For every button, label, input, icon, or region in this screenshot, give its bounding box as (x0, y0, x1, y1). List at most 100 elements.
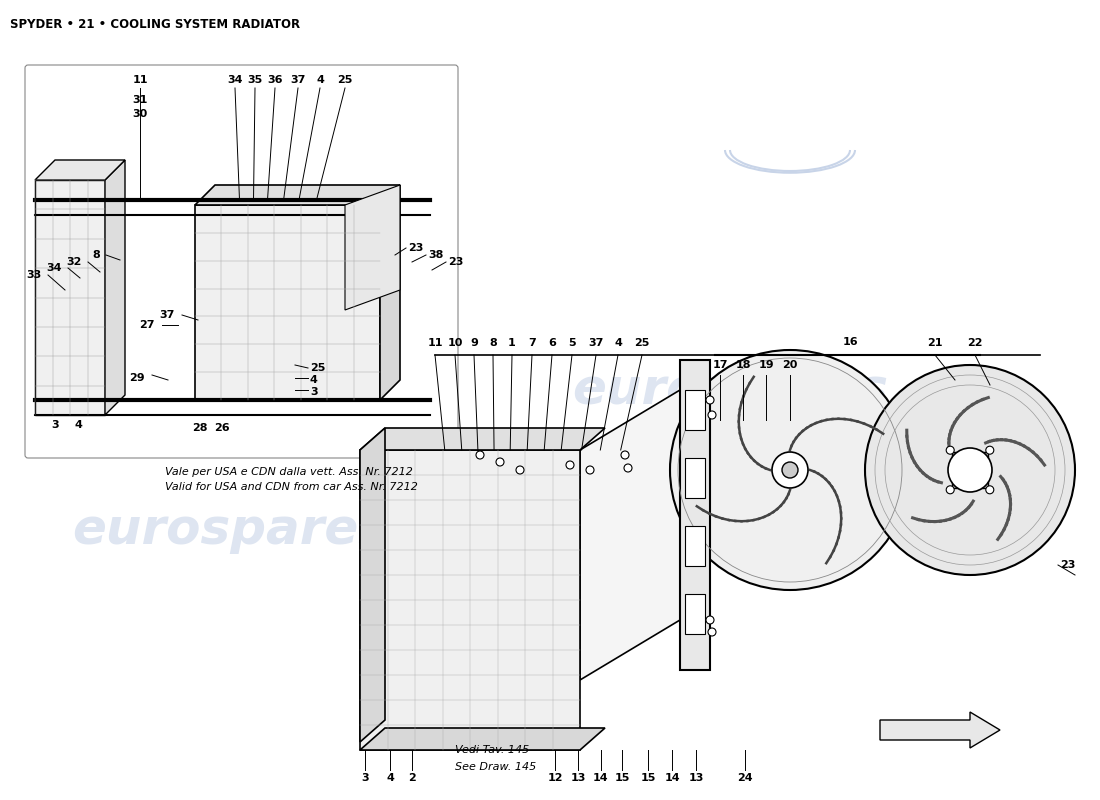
Text: 27: 27 (140, 320, 155, 330)
Polygon shape (195, 185, 400, 205)
Text: 7: 7 (528, 338, 536, 348)
Text: 25: 25 (338, 75, 353, 85)
Polygon shape (35, 160, 125, 180)
Text: 11: 11 (132, 75, 147, 85)
Text: 1: 1 (508, 338, 516, 348)
Text: 35: 35 (248, 75, 263, 85)
Text: See Draw. 145: See Draw. 145 (455, 762, 537, 772)
Circle shape (708, 628, 716, 636)
Text: Valid for USA and CDN from car Ass. Nr. 7212: Valid for USA and CDN from car Ass. Nr. … (165, 482, 418, 492)
Circle shape (624, 464, 632, 472)
Circle shape (986, 486, 993, 494)
Text: 5: 5 (569, 338, 575, 348)
Text: 37: 37 (588, 338, 604, 348)
Bar (952, 452, 988, 488)
Text: 3: 3 (52, 420, 58, 430)
Polygon shape (360, 428, 605, 450)
Text: 31: 31 (132, 95, 147, 105)
Text: 6: 6 (548, 338, 556, 348)
Text: 21: 21 (927, 338, 943, 348)
Text: 9: 9 (470, 338, 477, 348)
Text: 14: 14 (664, 773, 680, 783)
Text: 23: 23 (408, 243, 424, 253)
Circle shape (986, 446, 993, 454)
Text: 33: 33 (26, 270, 42, 280)
Text: 4: 4 (614, 338, 622, 348)
Text: 37: 37 (290, 75, 306, 85)
Polygon shape (104, 160, 125, 415)
Polygon shape (195, 205, 380, 400)
Polygon shape (360, 728, 605, 750)
Text: 25: 25 (310, 363, 326, 373)
Bar (685, 390, 705, 430)
Text: 28: 28 (192, 423, 208, 433)
Text: 15: 15 (640, 773, 656, 783)
Circle shape (496, 458, 504, 466)
Text: 4: 4 (386, 773, 394, 783)
Text: 8: 8 (92, 250, 100, 260)
Text: Vedi Tav. 145: Vedi Tav. 145 (455, 745, 529, 755)
Circle shape (706, 616, 714, 624)
Circle shape (476, 451, 484, 459)
Text: eurospares: eurospares (72, 506, 388, 554)
Text: 14: 14 (593, 773, 608, 783)
Polygon shape (345, 185, 400, 310)
FancyBboxPatch shape (25, 65, 458, 458)
Circle shape (946, 486, 954, 494)
Circle shape (670, 350, 910, 590)
Text: 38: 38 (428, 250, 443, 260)
Text: 24: 24 (737, 773, 752, 783)
Text: 2: 2 (408, 773, 416, 783)
Text: eurospares: eurospares (572, 366, 888, 414)
Text: 34: 34 (46, 263, 62, 273)
Text: 23: 23 (1060, 560, 1076, 570)
Circle shape (708, 411, 716, 419)
Bar (685, 458, 705, 498)
Text: 13: 13 (570, 773, 585, 783)
Text: 37: 37 (160, 310, 175, 320)
Text: 19: 19 (758, 360, 773, 370)
Text: 20: 20 (782, 360, 797, 370)
Bar (685, 526, 705, 566)
Polygon shape (360, 450, 580, 750)
Text: 17: 17 (713, 360, 728, 370)
Circle shape (946, 446, 954, 454)
Polygon shape (360, 428, 385, 742)
Circle shape (865, 365, 1075, 575)
Text: 3: 3 (310, 387, 318, 397)
Text: 8: 8 (490, 338, 497, 348)
Text: SPYDER • 21 • COOLING SYSTEM RADIATOR: SPYDER • 21 • COOLING SYSTEM RADIATOR (10, 18, 300, 31)
Text: Vale per USA e CDN dalla vett. Ass. Nr. 7212: Vale per USA e CDN dalla vett. Ass. Nr. … (165, 467, 412, 477)
Text: 26: 26 (214, 423, 230, 433)
Circle shape (706, 396, 714, 404)
Text: 25: 25 (635, 338, 650, 348)
Circle shape (586, 466, 594, 474)
Text: 15: 15 (614, 773, 629, 783)
Text: 36: 36 (267, 75, 283, 85)
Text: 16: 16 (843, 337, 858, 347)
Text: 4: 4 (316, 75, 323, 85)
Text: 4: 4 (74, 420, 81, 430)
Polygon shape (580, 390, 680, 680)
Text: 23: 23 (448, 257, 463, 267)
Text: 12: 12 (548, 773, 563, 783)
Text: 30: 30 (132, 109, 147, 119)
Bar (685, 594, 705, 634)
Polygon shape (880, 712, 1000, 748)
Text: 18: 18 (735, 360, 750, 370)
Polygon shape (379, 185, 400, 400)
Circle shape (516, 466, 524, 474)
Text: 22: 22 (967, 338, 982, 348)
Text: 11: 11 (427, 338, 442, 348)
Circle shape (772, 452, 808, 488)
Text: 32: 32 (67, 257, 82, 267)
Text: 4: 4 (310, 375, 318, 385)
Text: 10: 10 (448, 338, 463, 348)
Polygon shape (35, 180, 104, 415)
Text: 34: 34 (228, 75, 243, 85)
Bar (680, 360, 710, 670)
Circle shape (621, 451, 629, 459)
Text: 3: 3 (361, 773, 368, 783)
Circle shape (566, 461, 574, 469)
Circle shape (948, 448, 992, 492)
